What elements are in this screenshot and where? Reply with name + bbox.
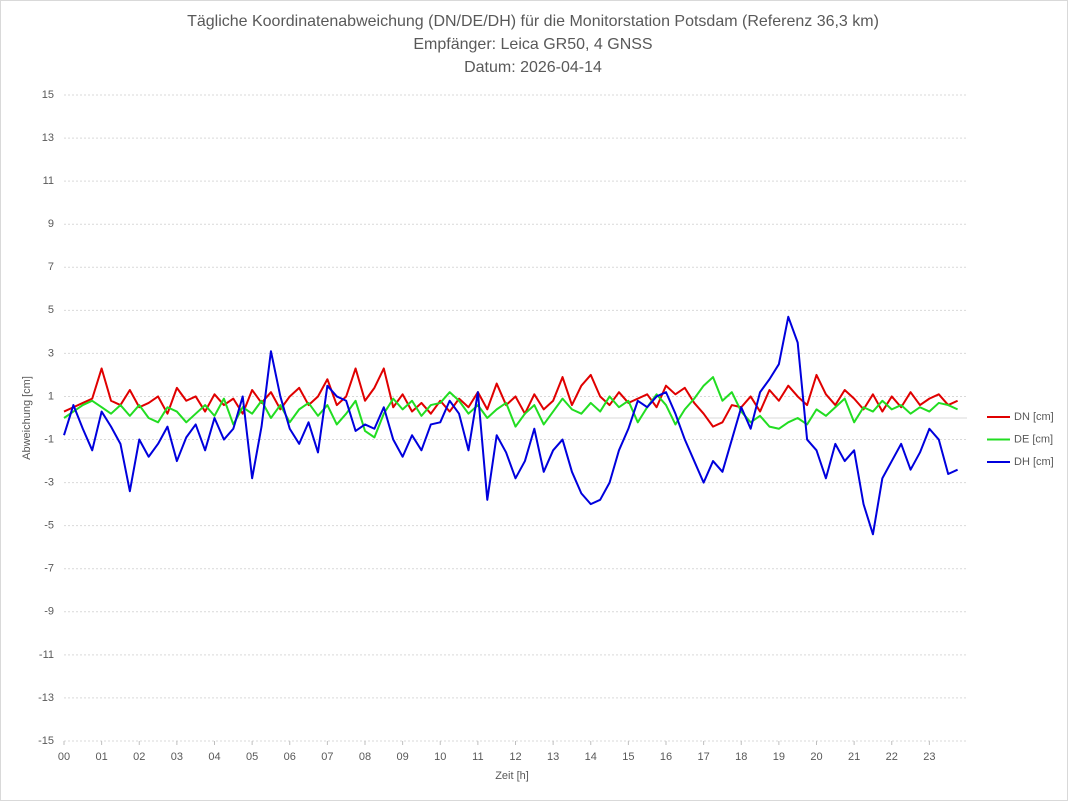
chart-title: Tägliche Koordinatenabweichung (DN/DE/DH… bbox=[187, 13, 879, 30]
x-tick-label: 23 bbox=[923, 751, 935, 763]
y-tick-label: -15 bbox=[38, 735, 54, 747]
y-tick-label: 13 bbox=[42, 132, 54, 144]
x-tick-label: 22 bbox=[886, 751, 898, 763]
y-tick-label: -7 bbox=[44, 563, 54, 575]
y-tick-label: 7 bbox=[48, 261, 54, 273]
y-tick-label: 1 bbox=[48, 390, 54, 402]
x-tick-label: 01 bbox=[96, 751, 108, 763]
legend-label: DH [cm] bbox=[1014, 456, 1054, 468]
x-tick-label: 19 bbox=[773, 751, 785, 763]
x-tick-label: 00 bbox=[58, 751, 70, 763]
x-tick-label: 16 bbox=[660, 751, 672, 763]
chart-subtitle: Empfänger: Leica GR50, 4 GNSS bbox=[413, 36, 652, 53]
y-tick-label: -1 bbox=[44, 433, 54, 445]
chart-date: Datum: 2026-04-14 bbox=[464, 59, 602, 76]
legend-label: DE [cm] bbox=[1014, 433, 1053, 445]
x-axis-label: Zeit [h] bbox=[495, 770, 529, 782]
x-tick-label: 17 bbox=[698, 751, 710, 763]
data-line bbox=[63, 367, 959, 428]
y-tick-label: 15 bbox=[42, 89, 54, 101]
x-tick-label: 12 bbox=[509, 751, 521, 763]
y-tick-label: 5 bbox=[48, 304, 54, 316]
y-tick-label: -11 bbox=[39, 649, 54, 661]
x-tick-label: 03 bbox=[171, 751, 183, 763]
x-tick-label: 07 bbox=[321, 751, 333, 763]
x-tick-label: 10 bbox=[434, 751, 446, 763]
x-tick-label: 02 bbox=[133, 751, 145, 763]
y-tick-label: 9 bbox=[48, 218, 54, 230]
y-tick-label: -3 bbox=[44, 477, 54, 489]
x-tick-label: 13 bbox=[547, 751, 559, 763]
x-tick-label: 11 bbox=[472, 751, 483, 763]
y-axis-label: Abweichung [cm] bbox=[21, 376, 33, 460]
data-line bbox=[63, 376, 959, 439]
x-tick-label: 20 bbox=[810, 751, 822, 763]
data-line bbox=[63, 315, 959, 536]
x-tick-label: 08 bbox=[359, 751, 371, 763]
x-tick-label: 14 bbox=[585, 751, 597, 763]
y-tick-label: -13 bbox=[38, 692, 54, 704]
x-tick-label: 06 bbox=[284, 751, 296, 763]
y-tick-label: 3 bbox=[48, 347, 54, 359]
y-tick-label: 11 bbox=[43, 175, 54, 187]
x-tick-label: 04 bbox=[208, 751, 220, 763]
x-tick-label: 21 bbox=[848, 751, 860, 763]
y-tick-label: -9 bbox=[44, 606, 54, 618]
legend-label: DN [cm] bbox=[1014, 411, 1054, 423]
x-tick-label: 09 bbox=[397, 751, 409, 763]
x-tick-label: 15 bbox=[622, 751, 634, 763]
y-tick-label: -5 bbox=[44, 520, 54, 532]
x-tick-label: 05 bbox=[246, 751, 258, 763]
x-tick-label: 18 bbox=[735, 751, 747, 763]
